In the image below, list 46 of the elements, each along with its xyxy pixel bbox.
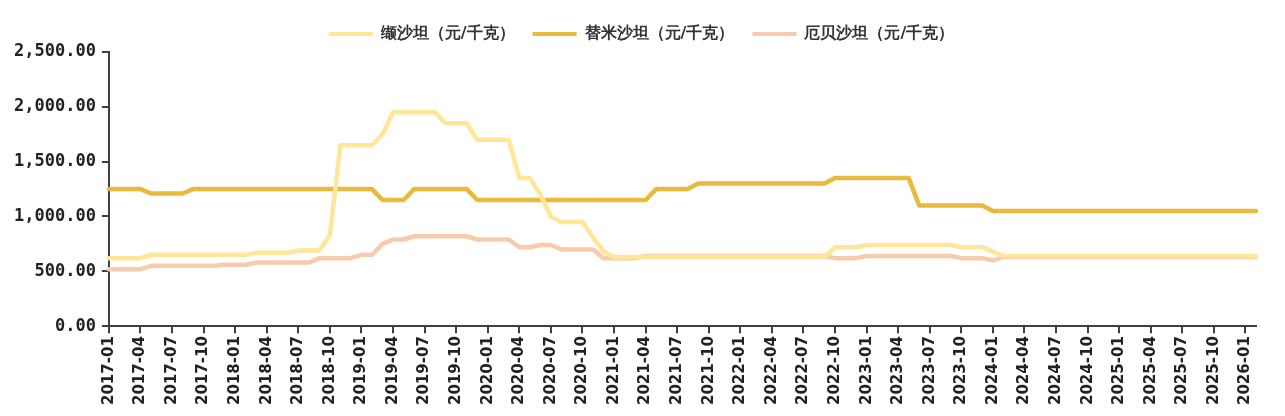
x-tick-label: 2024-10 <box>1077 336 1096 406</box>
x-tick-label: 2018-01 <box>225 336 244 406</box>
y-tick-label: 1,500.00 <box>13 150 96 171</box>
x-tick-label: 2020-04 <box>509 336 528 406</box>
x-tick-label: 2024-01 <box>982 336 1001 406</box>
x-tick-label: 2025-04 <box>1140 336 1159 406</box>
x-tick-label: 2021-07 <box>667 336 686 406</box>
x-tick-label: 2023-10 <box>951 336 970 406</box>
x-tick-label: 2017-01 <box>98 336 117 406</box>
x-tick-label: 2025-07 <box>1172 336 1191 406</box>
y-tick-label: 500.00 <box>34 259 96 280</box>
x-tick-label: 2022-07 <box>793 336 812 406</box>
x-tick-label: 2017-04 <box>130 336 149 406</box>
x-tick-label: 2019-01 <box>351 336 370 406</box>
legend-label: 厄贝沙坦（元/千克） <box>803 23 955 43</box>
x-tick-label: 2024-04 <box>1014 336 1033 406</box>
y-tick-label: 2,500.00 <box>13 40 96 61</box>
x-tick-label: 2023-01 <box>856 336 875 406</box>
x-tick-label: 2022-01 <box>730 336 749 406</box>
x-tick-label: 2023-07 <box>919 336 938 406</box>
x-tick-label: 2021-10 <box>698 336 717 406</box>
x-tick-label: 2018-04 <box>256 336 275 406</box>
x-tick-label: 2026-01 <box>1235 336 1254 406</box>
x-tick-label: 2018-10 <box>319 336 338 406</box>
x-tick-label: 2023-04 <box>888 336 907 406</box>
y-tick-label: 2,000.00 <box>13 95 96 116</box>
x-tick-label: 2017-07 <box>161 336 180 406</box>
x-tick-label: 2019-07 <box>414 336 433 406</box>
x-tick-label: 2020-07 <box>540 336 559 406</box>
legend-label: 替米沙坦（元/千克） <box>583 23 735 43</box>
x-tick-label: 2025-10 <box>1203 336 1222 406</box>
x-tick-label: 2020-01 <box>477 336 496 406</box>
x-tick-label: 2019-04 <box>382 336 401 406</box>
y-tick-label: 1,000.00 <box>13 204 96 225</box>
x-tick-label: 2024-07 <box>1045 336 1064 406</box>
legend-label: 缬沙坦（元/千克） <box>379 23 515 43</box>
x-tick-label: 2017-10 <box>193 336 212 406</box>
x-tick-label: 2025-01 <box>1109 336 1128 406</box>
x-tick-label: 2018-07 <box>288 336 307 406</box>
x-tick-label: 2020-10 <box>572 336 591 406</box>
x-tick-label: 2021-04 <box>635 336 654 406</box>
x-tick-label: 2021-01 <box>603 336 622 406</box>
x-tick-label: 2022-04 <box>761 336 780 406</box>
y-tick-label: 0.00 <box>54 314 96 335</box>
x-tick-label: 2022-10 <box>824 336 843 406</box>
x-tick-label: 2019-10 <box>446 336 465 406</box>
